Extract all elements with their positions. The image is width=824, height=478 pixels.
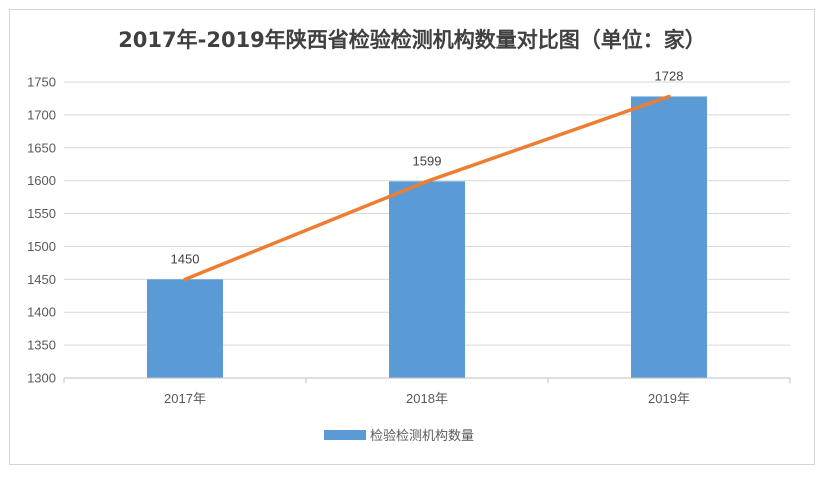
legend-label: 检验检测机构数量 [370, 428, 474, 444]
data-labels: 1450 1599 1728 [171, 68, 684, 266]
chart-title: 2017年-2019年陕西省检验检测机构数量对比图（单位：家） [118, 28, 706, 52]
y-tick-label: 1600 [27, 173, 56, 188]
data-label: 1450 [171, 251, 200, 266]
y-tick-label: 1450 [27, 272, 56, 287]
y-tick-label: 1400 [27, 305, 56, 320]
data-label: 1728 [655, 68, 684, 83]
bars [147, 96, 707, 379]
y-tick-label: 1550 [27, 206, 56, 221]
x-tick-label: 2018年 [406, 391, 448, 406]
bar [147, 279, 223, 378]
trend-line [183, 94, 671, 282]
x-axis: 2017年 2018年 2019年 [63, 377, 791, 406]
y-tick-label: 1750 [27, 75, 56, 90]
bar [389, 181, 465, 378]
trend-line-path [183, 94, 671, 282]
bar [631, 96, 707, 379]
data-label: 1599 [413, 153, 442, 168]
legend: 检验检测机构数量 [324, 428, 474, 444]
legend-swatch [324, 430, 366, 440]
y-tick-label: 1700 [27, 107, 56, 122]
x-tick-label: 2017年 [164, 391, 206, 406]
y-tick-label: 1350 [27, 338, 56, 353]
y-tick-label: 1650 [27, 140, 56, 155]
y-tick-label: 1500 [27, 239, 56, 254]
y-axis-ticks: 1750 1700 1650 1600 1550 1500 1450 1400 1350 1300 [27, 75, 56, 386]
y-tick-label: 1300 [27, 371, 56, 386]
x-tick-label: 2019年 [648, 391, 690, 406]
